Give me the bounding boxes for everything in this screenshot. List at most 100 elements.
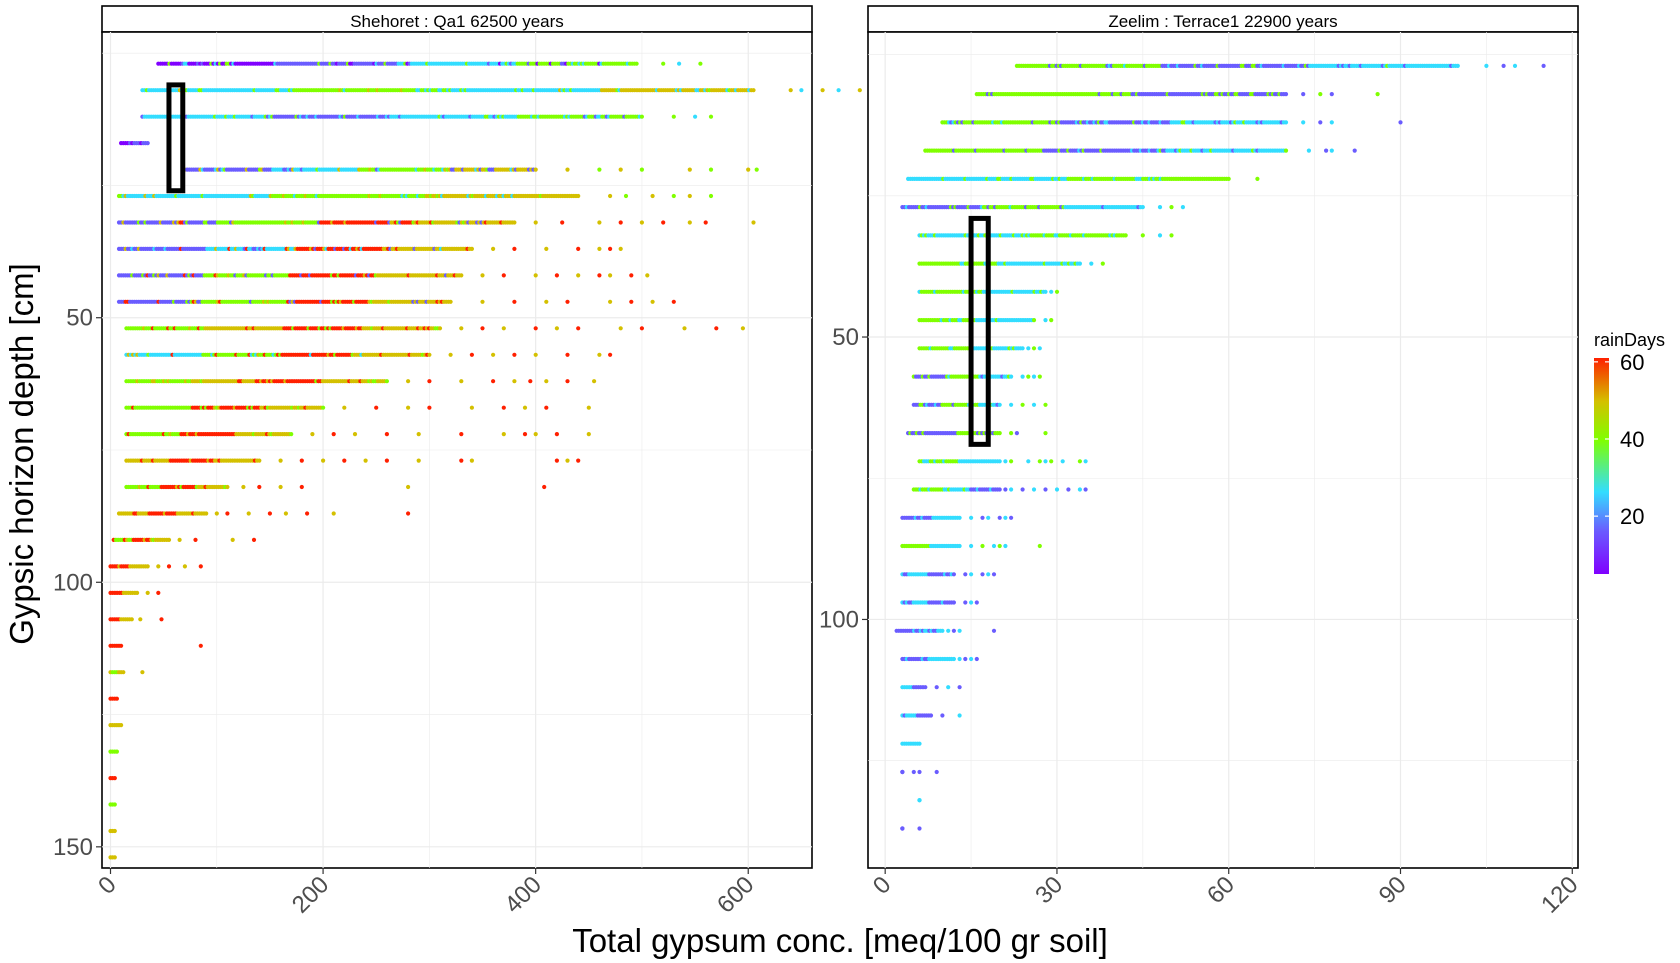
data-point bbox=[1157, 205, 1163, 210]
data-point bbox=[1043, 459, 1048, 464]
data-point bbox=[997, 431, 1002, 436]
panel-2-grid bbox=[868, 32, 1578, 868]
data-point bbox=[1077, 261, 1082, 266]
data-point bbox=[512, 379, 517, 384]
data-point bbox=[951, 628, 957, 633]
data-point bbox=[1066, 487, 1071, 492]
data-point bbox=[934, 769, 939, 775]
data-point bbox=[204, 511, 209, 516]
data-point bbox=[166, 564, 172, 569]
data-point bbox=[788, 88, 793, 93]
data-point bbox=[448, 299, 453, 304]
data-point bbox=[597, 273, 602, 278]
data-point bbox=[512, 352, 517, 357]
data-point bbox=[1301, 92, 1306, 97]
data-point bbox=[156, 564, 161, 569]
data-point bbox=[501, 405, 506, 410]
data-point bbox=[957, 628, 962, 633]
data-point bbox=[957, 713, 962, 718]
data-point bbox=[682, 326, 687, 331]
data-point bbox=[416, 432, 421, 437]
data-point bbox=[512, 220, 517, 225]
data-point bbox=[321, 405, 326, 410]
data-point bbox=[416, 458, 421, 463]
data-point bbox=[1077, 487, 1082, 492]
data-point bbox=[751, 220, 756, 225]
data-point bbox=[980, 543, 985, 549]
x-tick-label: 0 bbox=[93, 871, 122, 900]
data-point bbox=[289, 432, 294, 437]
data-point bbox=[1031, 346, 1037, 351]
data-point bbox=[384, 458, 389, 463]
data-point bbox=[1484, 63, 1489, 68]
data-point bbox=[1283, 120, 1289, 125]
data-point bbox=[1020, 487, 1025, 492]
data-point bbox=[544, 379, 549, 384]
panel-2-strip bbox=[867, 5, 1579, 33]
data-point bbox=[480, 326, 485, 331]
data-point bbox=[1169, 205, 1174, 210]
data-point bbox=[1014, 431, 1020, 436]
data-point bbox=[121, 670, 126, 675]
x-tick-label: 120 bbox=[1536, 871, 1583, 918]
data-point bbox=[1283, 92, 1289, 97]
panel-1-highlight-box bbox=[166, 82, 186, 194]
data-point bbox=[1140, 205, 1145, 210]
data-point bbox=[528, 379, 533, 384]
data-point bbox=[1037, 374, 1042, 379]
data-point bbox=[1255, 176, 1260, 181]
data-point bbox=[991, 628, 997, 633]
data-point bbox=[1020, 374, 1025, 379]
data-point bbox=[480, 299, 485, 304]
data-point bbox=[917, 826, 922, 831]
data-point bbox=[198, 564, 203, 569]
x-tick-label: 200 bbox=[287, 871, 334, 918]
data-point bbox=[321, 458, 326, 463]
data-point bbox=[951, 656, 957, 662]
data-point bbox=[1501, 63, 1506, 68]
data-point bbox=[1026, 459, 1031, 464]
panel-1-strip-title: Shehoret : Qa1 62500 years bbox=[350, 12, 564, 31]
data-point bbox=[1060, 459, 1065, 464]
data-point bbox=[586, 405, 591, 410]
data-point bbox=[177, 537, 182, 543]
data-point bbox=[1009, 459, 1014, 464]
data-point bbox=[352, 432, 358, 437]
data-point bbox=[214, 511, 219, 516]
data-point bbox=[1031, 318, 1037, 323]
data-point bbox=[257, 484, 262, 490]
data-point bbox=[230, 537, 235, 543]
data-point bbox=[278, 458, 283, 463]
data-point bbox=[1049, 318, 1054, 323]
data-point bbox=[661, 220, 666, 225]
data-point bbox=[911, 769, 916, 775]
data-point bbox=[969, 572, 974, 577]
data-point bbox=[639, 220, 645, 225]
data-point bbox=[565, 167, 570, 172]
data-point bbox=[533, 220, 538, 225]
data-point bbox=[1083, 487, 1088, 492]
data-point bbox=[406, 484, 411, 490]
data-point bbox=[159, 617, 164, 622]
data-point bbox=[533, 167, 538, 172]
data-point bbox=[198, 643, 203, 648]
data-point bbox=[969, 515, 974, 520]
data-point bbox=[114, 696, 119, 701]
data-point bbox=[533, 432, 538, 437]
data-point bbox=[225, 511, 230, 516]
data-point bbox=[639, 114, 645, 119]
data-point bbox=[544, 246, 549, 251]
legend-colorbar bbox=[1594, 358, 1609, 574]
data-point bbox=[299, 458, 304, 463]
data-point bbox=[917, 741, 922, 746]
data-point bbox=[708, 114, 714, 119]
data-point bbox=[554, 273, 560, 278]
data-point bbox=[225, 484, 230, 490]
x-tick-label: 30 bbox=[1030, 871, 1068, 909]
data-point bbox=[560, 220, 565, 225]
data-point bbox=[342, 405, 347, 410]
data-point bbox=[1043, 318, 1048, 323]
data-point bbox=[565, 458, 570, 463]
data-point bbox=[698, 61, 703, 66]
y-tick-label: 100 bbox=[53, 569, 93, 596]
